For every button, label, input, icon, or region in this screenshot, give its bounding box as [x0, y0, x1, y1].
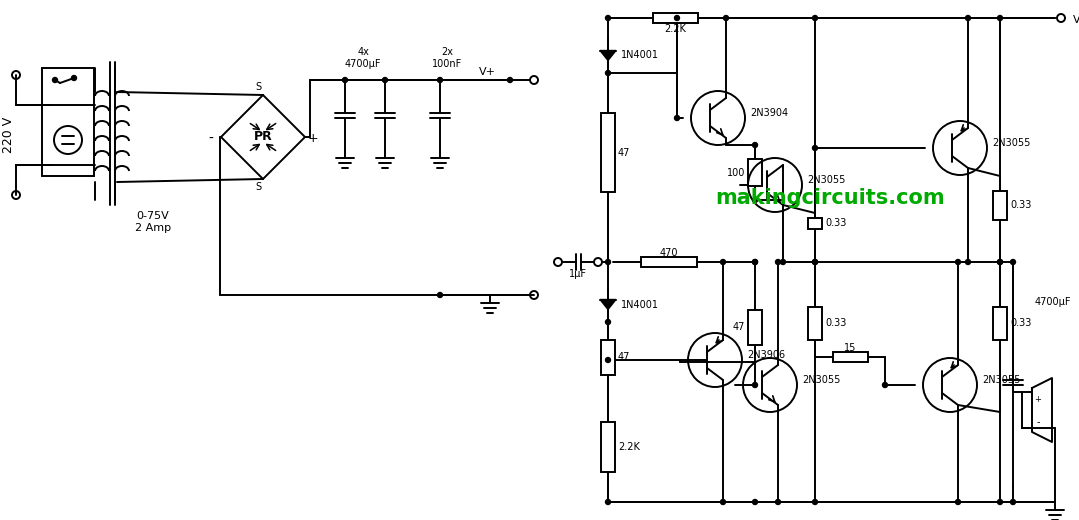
- Circle shape: [1011, 259, 1015, 265]
- Circle shape: [752, 259, 757, 265]
- Circle shape: [605, 500, 611, 504]
- Text: 1N4001: 1N4001: [622, 50, 659, 60]
- Text: 47: 47: [618, 148, 630, 158]
- Text: 2N3904: 2N3904: [750, 108, 788, 118]
- Circle shape: [883, 383, 888, 387]
- Circle shape: [752, 259, 757, 265]
- Bar: [601, 422, 615, 472]
- Text: 0-75V
2 Amp: 0-75V 2 Amp: [135, 211, 172, 233]
- Circle shape: [724, 16, 728, 20]
- Text: makingcircuits.com: makingcircuits.com: [715, 188, 944, 208]
- Circle shape: [721, 259, 725, 265]
- Text: 4700μF: 4700μF: [1035, 297, 1071, 307]
- Bar: [993, 190, 1007, 219]
- Bar: [42, 68, 94, 176]
- Text: +: +: [1035, 396, 1041, 405]
- Circle shape: [605, 358, 611, 362]
- Bar: [993, 307, 1007, 340]
- Text: -: -: [1036, 417, 1040, 427]
- Circle shape: [507, 77, 513, 83]
- Text: 0.33: 0.33: [1010, 318, 1032, 329]
- Circle shape: [752, 383, 757, 387]
- Text: 2N3906: 2N3906: [747, 350, 786, 360]
- Bar: [748, 159, 762, 186]
- Circle shape: [53, 77, 57, 83]
- Text: 0.33: 0.33: [825, 318, 846, 329]
- Circle shape: [1011, 500, 1015, 504]
- Text: +: +: [308, 133, 318, 146]
- Bar: [601, 340, 615, 374]
- Text: 220 V: 220 V: [1, 117, 14, 153]
- Bar: [833, 352, 868, 362]
- Text: 2N3055: 2N3055: [802, 375, 841, 385]
- Circle shape: [437, 77, 442, 83]
- Text: S: S: [255, 82, 261, 92]
- Text: 2N3055: 2N3055: [982, 375, 1021, 385]
- Circle shape: [997, 259, 1002, 265]
- Circle shape: [812, 500, 818, 504]
- Text: 47: 47: [618, 352, 630, 362]
- Text: PR: PR: [254, 131, 272, 144]
- Text: 1N4001: 1N4001: [622, 300, 659, 309]
- Circle shape: [605, 259, 611, 265]
- Circle shape: [674, 115, 680, 121]
- Text: 0.33: 0.33: [825, 218, 846, 228]
- Bar: [808, 307, 822, 340]
- Bar: [601, 113, 615, 192]
- Circle shape: [997, 16, 1002, 20]
- Circle shape: [812, 259, 818, 265]
- Bar: [1022, 392, 1032, 428]
- Circle shape: [674, 16, 680, 20]
- Text: 4x
4700μF: 4x 4700μF: [345, 47, 381, 69]
- Text: -: -: [208, 132, 214, 146]
- Circle shape: [605, 16, 611, 20]
- Circle shape: [71, 75, 77, 81]
- Circle shape: [752, 198, 757, 202]
- Circle shape: [812, 259, 818, 265]
- Circle shape: [997, 500, 1002, 504]
- Circle shape: [752, 500, 757, 504]
- Polygon shape: [600, 300, 616, 309]
- Circle shape: [776, 259, 780, 265]
- Bar: [641, 257, 697, 267]
- Text: 1μF: 1μF: [569, 269, 587, 279]
- Text: 100: 100: [726, 167, 745, 177]
- Circle shape: [956, 500, 960, 504]
- Circle shape: [605, 71, 611, 75]
- Polygon shape: [1032, 378, 1052, 442]
- Circle shape: [721, 500, 725, 504]
- Bar: [653, 13, 697, 23]
- Text: 2.2K: 2.2K: [618, 442, 640, 452]
- Text: S: S: [255, 182, 261, 192]
- Text: 47: 47: [733, 322, 745, 332]
- Circle shape: [966, 259, 970, 265]
- Circle shape: [812, 16, 818, 20]
- Text: 2x
100nF: 2x 100nF: [432, 47, 462, 69]
- Circle shape: [780, 259, 786, 265]
- Circle shape: [776, 500, 780, 504]
- Circle shape: [437, 292, 442, 297]
- Circle shape: [812, 146, 818, 150]
- Circle shape: [752, 142, 757, 148]
- Polygon shape: [600, 50, 616, 60]
- Text: V+: V+: [478, 67, 495, 77]
- Circle shape: [997, 259, 1002, 265]
- Circle shape: [956, 259, 960, 265]
- Text: 0.33: 0.33: [1010, 200, 1032, 210]
- Text: 470: 470: [659, 248, 679, 258]
- Bar: [748, 309, 762, 344]
- Circle shape: [966, 16, 970, 20]
- Text: 2.2K: 2.2K: [664, 24, 686, 34]
- Circle shape: [382, 77, 387, 83]
- Circle shape: [342, 77, 347, 83]
- Circle shape: [605, 319, 611, 324]
- Bar: [808, 218, 822, 229]
- Text: 2N3055: 2N3055: [807, 175, 845, 185]
- Text: 15: 15: [844, 343, 857, 353]
- Text: V+: V+: [1073, 15, 1079, 25]
- Text: 2N3055: 2N3055: [992, 138, 1030, 148]
